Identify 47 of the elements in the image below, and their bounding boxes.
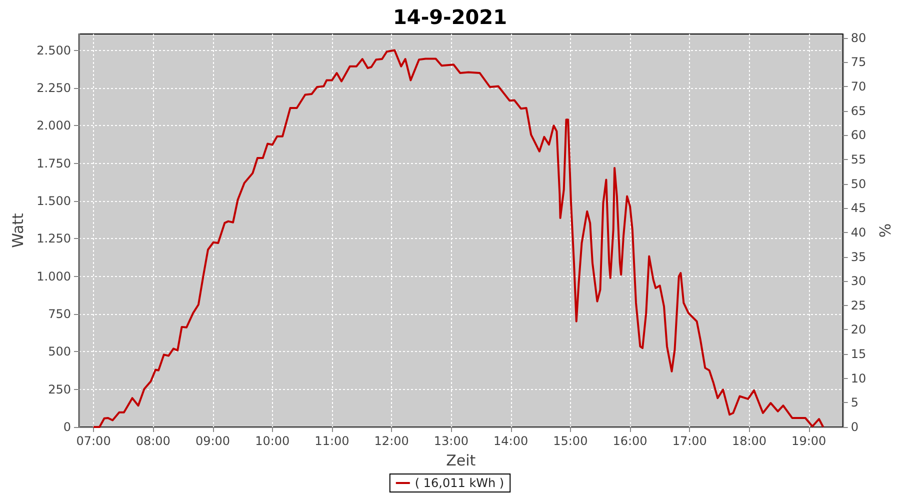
x-tick-label: 15:00 (553, 434, 588, 448)
legend-label: ( 16,011 kWh ) (414, 476, 504, 490)
y2-tick-label: 65 (850, 104, 866, 118)
y2-tick-label: 45 (850, 201, 866, 216)
y-tick-label: 500 (48, 344, 71, 359)
x-tick-label: 19:00 (792, 434, 826, 448)
x-axis-title: Zeit (446, 452, 476, 470)
y-tick-label: 250 (48, 382, 71, 396)
x-tick-label: 17:00 (672, 434, 707, 448)
y2-tick-label: 55 (850, 152, 866, 166)
y-tick-label: 1.250 (36, 232, 71, 246)
y2-tick-label: 5 (850, 396, 858, 410)
y2-tick-label: 15 (850, 347, 866, 362)
y2-axis-title: % (876, 223, 894, 238)
y2-tick-label: 60 (850, 128, 866, 142)
y2-tick-label: 40 (850, 225, 866, 240)
y-axis-title: Watt (9, 212, 28, 248)
x-tick-label: 18:00 (732, 434, 767, 448)
y2-tick-label: 10 (850, 371, 866, 386)
y2-tick-label: 35 (850, 250, 866, 264)
x-tick-label: 08:00 (136, 434, 170, 448)
y-tick-label: 1.750 (36, 156, 71, 170)
y-tick-label: 2.000 (36, 118, 71, 133)
y2-tick-label: 70 (850, 80, 866, 94)
y2-tick-label: 25 (850, 298, 866, 312)
x-tick-label: 16:00 (612, 434, 648, 448)
y2-tick-label: 50 (850, 176, 866, 191)
y2-tick-label: 30 (850, 274, 866, 288)
x-tick-label: 13:00 (434, 434, 468, 448)
y-tick-label: 2.250 (36, 80, 71, 95)
y2-tick-label: 80 (850, 30, 866, 45)
x-tick-label: 10:00 (255, 434, 290, 448)
y-tick-label: 1.000 (36, 269, 71, 284)
y-tick-label: 2.500 (36, 43, 71, 58)
x-tick-label: 09:00 (195, 434, 230, 448)
x-tick-label: 12:00 (374, 434, 409, 448)
y-tick-label: 0 (63, 420, 71, 434)
line-series (92, 49, 824, 428)
x-tick-label: 07:00 (76, 434, 111, 448)
y-tick-label: 750 (48, 306, 71, 321)
x-tick-label: 14:00 (494, 434, 528, 448)
x-tick-label: 11:00 (314, 434, 350, 448)
y-tick-label: 1.500 (36, 194, 71, 208)
y2-tick-label: 20 (850, 322, 866, 337)
chart-title: 14-9-2021 (392, 5, 508, 29)
y2-tick-label: 75 (850, 55, 866, 70)
y2-tick-label: 0 (850, 420, 858, 434)
